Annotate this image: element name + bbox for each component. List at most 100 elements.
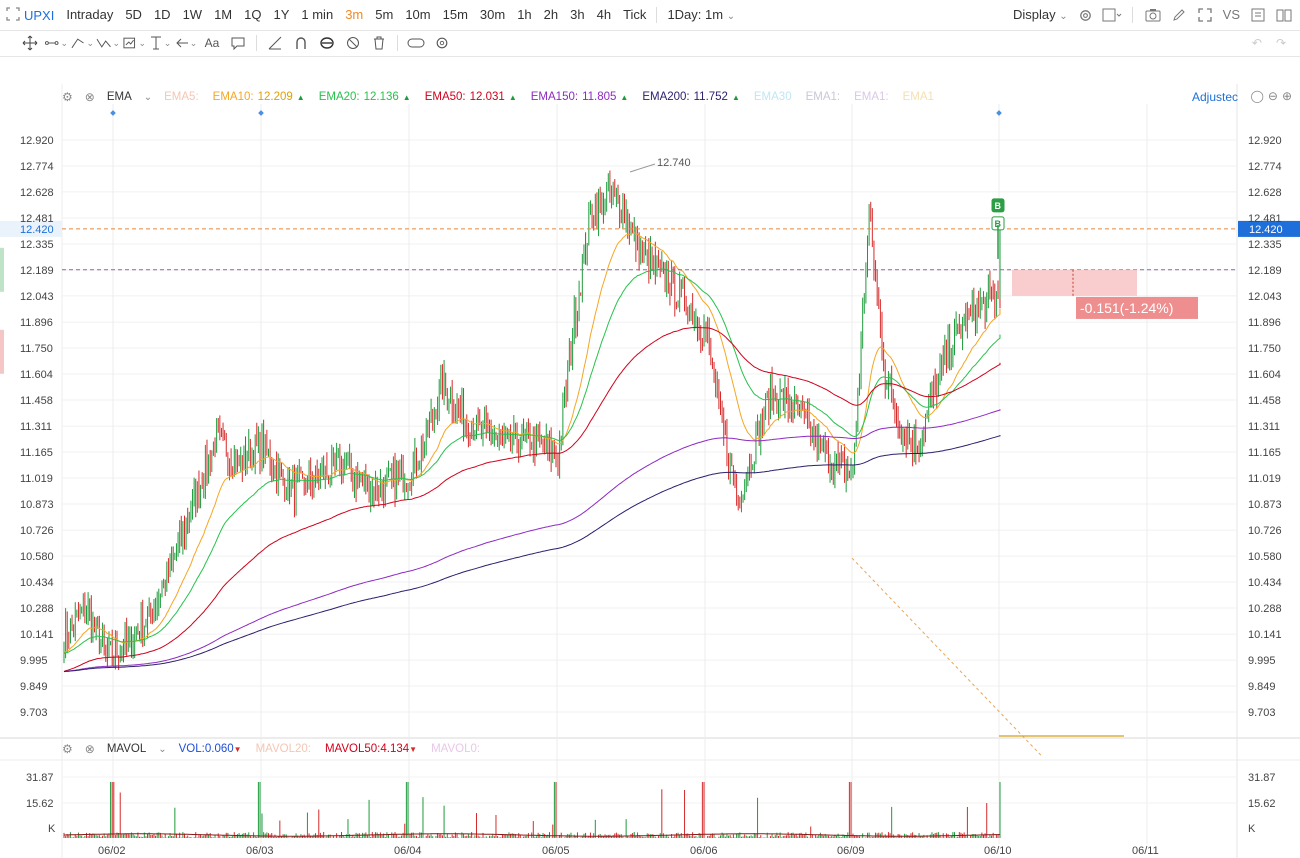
layout-icon[interactable] [1102,5,1122,25]
trend-tool-icon[interactable] [70,31,94,55]
close-icon[interactable]: ⊗ [84,90,95,104]
price-chart[interactable]: 12.420 12.420 12.740 BB -0.151(-1.24%) 12.92… [0,56,1300,858]
chevron-down-icon[interactable]: ⌄ [158,743,167,755]
period-tab-1q[interactable]: 1Q [244,7,262,22]
vertical-measure-icon[interactable] [148,31,172,55]
legend-label: EMA150: [530,91,579,103]
period-tab-1d[interactable]: 1D [153,7,171,22]
fullscreen-icon[interactable] [1195,5,1215,25]
legend-value: 12.031 [469,91,505,103]
price-tick-right: 10.288 [1248,603,1282,615]
drawing-settings-icon[interactable] [430,31,454,55]
ema-items: EMA5: EMA10: 12.209 ▲ EMA20: 12.136 ▲ EMA50: 12.… [164,91,934,103]
period-tab-5d[interactable]: 5D [125,7,142,22]
legend-item[interactable]: EMA5: [164,91,199,103]
legend-item[interactable]: EMA1 [903,91,934,103]
hide-drawings-icon[interactable] [341,31,365,55]
legend-item[interactable]: VOL:0.060▼ [179,743,242,755]
minus-icon[interactable]: ⊖ [1267,89,1278,103]
legend-label: MAVOL0: [431,743,481,755]
pane-controls: ◯ ⊖ ⊕ [1250,89,1292,103]
circle-icon[interactable]: ◯ [1250,89,1264,103]
period-tab-5m[interactable]: 5m [375,7,394,22]
legend-item[interactable]: EMA20: 12.136 ▲ [319,91,411,103]
display-dropdown[interactable]: Display ⌄ [1011,0,1070,30]
notes-icon[interactable] [1248,5,1268,25]
period-tab-1y[interactable]: 1Y [273,7,290,22]
legend-label: EMA10: [212,91,254,103]
period-tab-2h[interactable]: 2h [543,7,559,22]
legend-item[interactable]: MAVOL0: [431,743,480,755]
chevron-down-icon[interactable]: ⌄ [143,91,153,103]
magnet-icon[interactable] [289,31,313,55]
arrow-down-icon: ▼ [233,745,242,754]
legend-item[interactable]: EMA1: [854,91,889,103]
high-callout-line [629,163,656,173]
legend-item[interactable]: EMA50: 12.031 ▲ [425,91,517,103]
trash-icon[interactable] [367,31,391,55]
legend-item[interactable]: EMA150: 11.805 ▲ [531,91,629,103]
day-marker-icon [996,110,1002,116]
legend-item[interactable]: MAVOL50:4.134▼ [325,743,417,755]
price-tick-left: 11.165 [20,447,53,459]
indicator-name[interactable]: MAVOL [106,743,147,755]
period-tab-1m[interactable]: 1M [214,7,233,22]
settings-icon[interactable] [1076,5,1096,25]
settings-icon[interactable]: ⚙ [62,742,73,756]
period-tab-30m[interactable]: 30m [479,7,506,22]
buy-marker-label: B [995,219,1002,229]
camera-icon[interactable] [1143,5,1163,25]
period-tab-1-min[interactable]: 1 min [301,7,334,22]
day-marker-icon [110,110,116,116]
period-tab-1h[interactable]: 1h [517,7,532,22]
period-tab-1w[interactable]: 1W [182,7,203,22]
current-price-badge [1238,220,1300,237]
legend-label: EMA200: [642,91,690,103]
undo-icon[interactable]: ↶ [1251,36,1262,50]
close-icon[interactable]: ⊗ [84,742,95,756]
history-controls: ↶ ↷ [1252,36,1286,50]
period-tab-15m[interactable]: 15m [442,7,468,22]
time-label: 06/09 [837,845,865,857]
indicator-name[interactable]: EMA [106,91,132,103]
chart-pattern-icon[interactable] [122,31,146,55]
legend-item[interactable]: MAVOL20: [256,743,311,755]
range-dropdown[interactable]: 1Day: 1m ⌄ [661,0,741,30]
legend-item[interactable]: EMA200: 11.752 ▲ [642,91,740,103]
ruler-icon[interactable] [263,31,287,55]
comment-icon[interactable] [226,31,250,55]
period-tab-3m[interactable]: 3m [345,7,364,22]
text-tool-icon[interactable]: Aa [204,36,220,50]
period-tab-10m[interactable]: 10m [405,7,431,22]
redo-icon[interactable]: ↷ [1275,36,1286,50]
current-price-label: 12.420 [1249,224,1283,236]
arrow-left-icon[interactable] [174,31,198,55]
compare-button[interactable]: VS [1221,0,1242,30]
price-tick-right: 11.458 [1248,395,1281,407]
period-tab-4h[interactable]: 4h [596,7,612,22]
price-tick-right: 12.628 [1248,187,1282,199]
period-tab-intraday[interactable]: Intraday [66,7,114,22]
ema200-line [63,435,1001,673]
legend-item[interactable]: EMA10: 12.209 ▲ [213,91,305,103]
line-tool-icon[interactable] [44,31,68,55]
adjusted-toggle[interactable]: Adjustec [1191,90,1238,104]
zigzag-tool-icon[interactable] [96,31,120,55]
crosshair-move-icon[interactable] [18,31,42,55]
legend-value: 0.060 [204,743,234,755]
price-tick-left: 11.604 [20,369,53,381]
price-tick-left: 11.019 [20,473,53,485]
period-tab-3h[interactable]: 3h [570,7,585,22]
lock-tools-icon[interactable] [315,31,339,55]
visibility-icon[interactable] [404,31,428,55]
period-tab-tick[interactable]: Tick [623,7,647,22]
settings-icon[interactable]: ⚙ [62,90,73,104]
book-icon[interactable] [1274,5,1294,25]
plus-icon[interactable]: ⊕ [1281,89,1292,103]
legend-item[interactable]: EMA1: [806,91,841,103]
chevron-down-icon: ⌄ [726,11,736,22]
legend-item[interactable]: EMA30 [754,91,792,103]
volume-bars [63,782,1001,838]
pencil-icon[interactable] [1169,5,1189,25]
symbol-button[interactable]: UPXI [0,0,60,30]
